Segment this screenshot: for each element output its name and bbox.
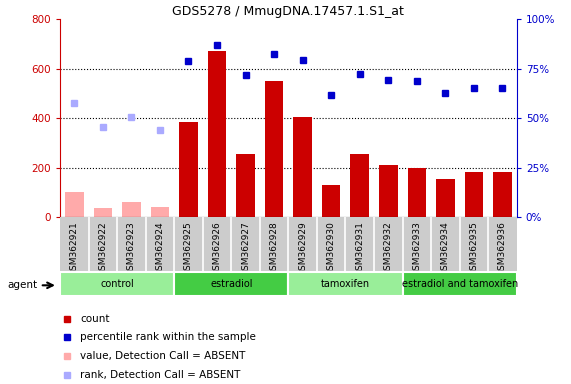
Bar [265, 81, 283, 217]
Text: GSM362932: GSM362932 [384, 221, 393, 276]
Bar [293, 117, 312, 217]
Text: GSM362925: GSM362925 [184, 221, 193, 276]
Bar [408, 167, 426, 217]
Bar [351, 154, 369, 217]
Text: estradiol: estradiol [210, 279, 252, 289]
Bar [403, 272, 517, 296]
Bar [493, 172, 512, 217]
Bar [60, 272, 174, 296]
Bar [122, 202, 140, 217]
Text: GSM362930: GSM362930 [327, 221, 336, 276]
Text: tamoxifen: tamoxifen [321, 279, 370, 289]
Text: GSM362934: GSM362934 [441, 221, 450, 276]
Bar [65, 192, 83, 217]
Text: GSM362936: GSM362936 [498, 221, 507, 276]
Text: GSM362924: GSM362924 [155, 221, 164, 276]
Bar [94, 208, 112, 217]
Text: estradiol and tamoxifen: estradiol and tamoxifen [401, 279, 518, 289]
Bar [379, 165, 397, 217]
Bar [288, 272, 403, 296]
Text: GSM362926: GSM362926 [212, 221, 222, 276]
Text: agent: agent [7, 280, 38, 290]
Text: GSM362923: GSM362923 [127, 221, 136, 276]
Text: rank, Detection Call = ABSENT: rank, Detection Call = ABSENT [81, 370, 241, 380]
Bar [236, 154, 255, 217]
Title: GDS5278 / MmugDNA.17457.1.S1_at: GDS5278 / MmugDNA.17457.1.S1_at [172, 5, 404, 18]
Text: count: count [81, 314, 110, 324]
Text: GSM362935: GSM362935 [469, 221, 478, 276]
Text: control: control [100, 279, 134, 289]
Text: GSM362931: GSM362931 [355, 221, 364, 276]
Bar [436, 179, 455, 217]
Bar [208, 51, 226, 217]
Text: GSM362929: GSM362929 [298, 221, 307, 276]
Text: value, Detection Call = ABSENT: value, Detection Call = ABSENT [81, 351, 246, 361]
Bar [322, 185, 340, 217]
Text: GSM362921: GSM362921 [70, 221, 79, 276]
Bar [151, 207, 169, 217]
Text: GSM362928: GSM362928 [270, 221, 279, 276]
Bar [179, 122, 198, 217]
Bar [465, 172, 483, 217]
Text: percentile rank within the sample: percentile rank within the sample [81, 333, 256, 343]
Text: GSM362922: GSM362922 [98, 221, 107, 276]
Text: GSM362927: GSM362927 [241, 221, 250, 276]
Bar [174, 272, 288, 296]
Text: GSM362933: GSM362933 [412, 221, 421, 276]
